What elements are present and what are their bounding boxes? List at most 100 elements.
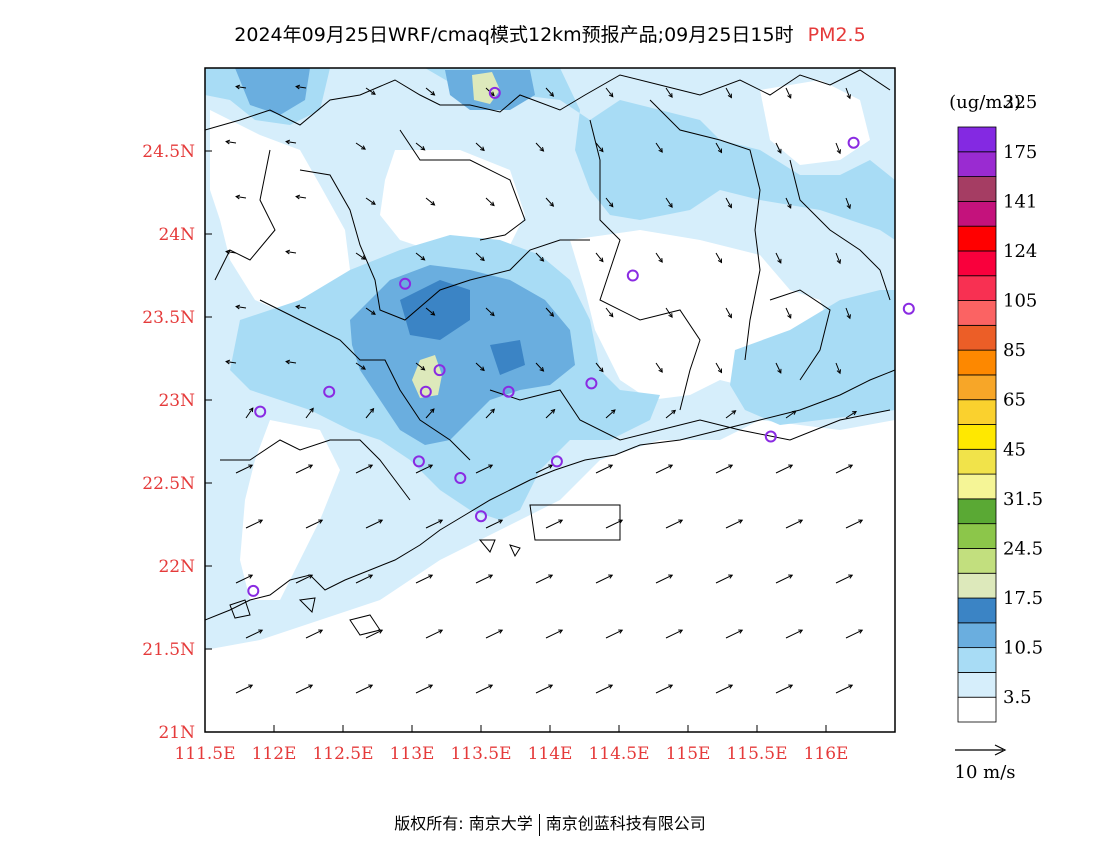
wind-arrow-head [798, 629, 804, 634]
colorbar-swatch [957, 200, 997, 227]
wind-arrow-head [788, 684, 794, 689]
wind-arrow [595, 142, 604, 152]
monitoring-stations [247, 86, 915, 597]
wind-arrow-head [539, 147, 545, 152]
colorbar-swatch [957, 399, 997, 425]
wind-arrow [296, 196, 307, 199]
lat-tick-label: 22N [158, 557, 195, 577]
wind-arrow-head [671, 409, 677, 415]
wind-arrow [286, 361, 297, 364]
province-boundary [205, 69, 891, 131]
wind-arrow [425, 307, 435, 316]
wind-arrow [415, 684, 433, 694]
hong-kong-boundary [529, 504, 621, 541]
station-marker [585, 377, 598, 390]
wind-arrow [835, 142, 841, 154]
wind-arrow [295, 574, 313, 584]
copyright-footer: 版权所有: 南京大学 南京创蓝科技有限公司 [0, 810, 1100, 836]
wind-arrow [655, 252, 663, 263]
wind-arrow-head [420, 145, 426, 151]
wind-arrow-head [430, 201, 436, 206]
county-boundary-1 [214, 149, 276, 281]
wind-arrow-head [371, 90, 376, 95]
colorbar-swatch [957, 622, 997, 649]
map-title: 2024年09月25日WRF/cmaq模式12km预报产品;09月25日15时 P… [0, 20, 1100, 47]
wind-arrow-head [858, 629, 864, 634]
wind-arrow [605, 307, 614, 317]
station-marker [433, 364, 446, 377]
wind-arrow [475, 574, 493, 584]
wind-arrow-head [728, 684, 734, 689]
wind-arrow [415, 252, 425, 261]
pm25-level-clear-northeast [760, 80, 870, 165]
wind-arrow [845, 197, 851, 209]
wind-arrow [485, 307, 495, 316]
wind-arrow [775, 252, 782, 264]
colorbar-swatch [957, 672, 997, 698]
wind-arrow-head [548, 464, 554, 469]
wind-arrow-head [539, 367, 545, 372]
wind-arrow [845, 87, 851, 99]
wind-arrow-head [488, 574, 494, 579]
wind-arrow [425, 197, 435, 206]
wind-arrow [415, 142, 425, 151]
wind-arrow [545, 519, 563, 529]
wind-arrow-head [558, 519, 564, 524]
wind-arrow [475, 362, 485, 371]
wind-arrow [655, 684, 673, 694]
wind-arrow [665, 87, 673, 98]
wind-arrow [725, 410, 736, 419]
colorbar-swatch [957, 424, 997, 450]
colorbar-label: 175 [1003, 142, 1037, 163]
station-marker [412, 455, 425, 468]
county-boundary-5 [649, 99, 761, 361]
wind-arrow-head [848, 464, 854, 469]
colorbar-swatch [957, 324, 997, 351]
station-marker [902, 302, 915, 315]
colorbar-unit: (ug/m3) [949, 92, 1021, 113]
wind-arrow [415, 362, 425, 371]
wind-arrow-head [489, 201, 495, 207]
colorbar-label: 85 [1003, 340, 1026, 361]
wind-arrow-head [258, 519, 264, 524]
wind-arrow-head [858, 519, 864, 524]
wind-arrow-head [308, 574, 314, 579]
wind-arrow [545, 409, 555, 419]
wind-arrow [595, 464, 613, 474]
wind-arrow [535, 684, 553, 694]
lon-tick-label: 113.5E [450, 744, 511, 764]
wind-arrow [715, 252, 722, 263]
wind-arrow [785, 410, 797, 419]
station-marker [247, 584, 260, 597]
wind-arrow [355, 464, 373, 474]
wind-arrow-head [731, 410, 737, 415]
wind-arrow-head [428, 574, 434, 579]
wind-arrow-head [608, 312, 614, 318]
lon-tick-label: 115.5E [726, 744, 787, 764]
wind-arrow [715, 362, 722, 373]
wind-arrow-head [678, 519, 684, 524]
wind-arrow [835, 362, 841, 374]
wind-arrow-head [308, 684, 314, 689]
wind-arrow-head [248, 684, 254, 689]
wind-arrow [305, 408, 314, 419]
pm25-level-clear-west [240, 420, 340, 600]
wind-arrow-head [598, 257, 604, 263]
wind-arrow [355, 362, 366, 370]
colorbar-swatch [957, 548, 997, 574]
station-marker [254, 405, 267, 418]
wind-arrow [365, 629, 383, 639]
wind-arrow-head [318, 629, 324, 634]
wind-arrow-head [791, 410, 797, 415]
colorbar-swatch [957, 696, 997, 723]
wind-arrow-head [489, 311, 495, 317]
wind-arrow-head [550, 408, 556, 414]
wind-arrow-head [430, 311, 436, 316]
wind-arrow-head [420, 255, 426, 261]
wind-arrow-head [658, 368, 663, 373]
wind-arrow-head [717, 368, 723, 374]
wind-arrow [245, 519, 263, 529]
wind-arrow [835, 684, 853, 694]
wind-arrow-head [598, 367, 604, 373]
